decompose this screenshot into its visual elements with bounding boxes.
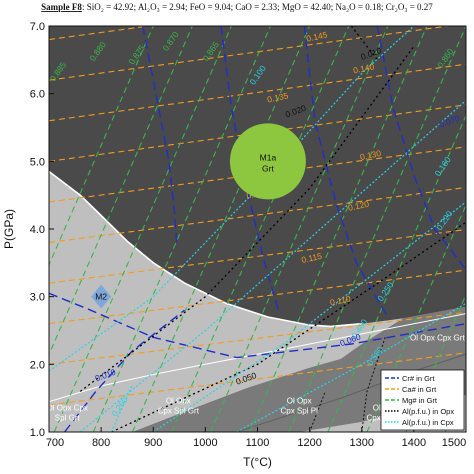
y-tick-label: 4.0 [30,224,45,236]
ca-grt-isopleth [49,311,466,365]
field-label-line: Ol Opx Cpx Grt [410,334,465,343]
x-tick-label: 900 [144,437,162,449]
mg-grt-isopleth [53,26,232,432]
mg-grt-isopleth [49,26,193,356]
al-opx-isopleth [111,221,466,432]
x-tick-label: 800 [92,437,110,449]
al-opx-isopleth [79,45,415,392]
mg-grt-isopleth [210,26,389,432]
ca-grt-isopleth [49,186,466,244]
cr-grt-isopleth [376,26,466,271]
field-label: Ol Opx Cpx Spl Grt [158,397,200,416]
field-label: Ol Opx Cpx Grt [410,334,465,343]
ca-grt-isopleth-label: 0.110 [329,293,352,307]
x-tick-label: 1200 [297,437,321,449]
ca-grt-isopleth [49,26,153,41]
legend-label: Al(p.f.u.) in Cpx [402,418,454,427]
ca-grt-isopleth [49,269,466,325]
sample-label-line: M1a [260,152,277,162]
field-label-line: Cpx Spl Pl [281,407,319,416]
spinel-garnet-boundary [49,170,362,328]
mg-grt-isopleth [288,26,466,432]
y-tick-label: 5.0 [30,156,45,168]
field-label-line: Spl Grt [55,413,81,422]
ca-grt-isopleth-label: 0.115 [300,251,323,265]
field-label-line: Ol Opx [166,397,191,406]
cr-grt-isopleth [49,292,466,359]
field-label-line: Cpx Spl Grt [158,407,200,416]
cr-grt-isopleth [220,26,280,311]
white-boundary-low [49,313,466,403]
y-tick-label: 3.0 [30,292,45,304]
field-label-line: Ol Opx [287,397,312,406]
legend-label: Mg# in Grt [402,396,438,405]
x-axis-title: T(°C) [243,455,272,469]
ca-grt-isopleth [49,352,466,406]
field-boundary-line [236,353,466,432]
x-tick-label: 700 [46,437,64,449]
sample-label: M1a Grt [260,152,277,173]
y-tick-label: 6.0 [30,89,45,101]
al-cpx-isopleth [79,99,466,432]
ca-grt-isopleth-label: 0.140 [352,61,375,75]
x-tick-label: 1400 [402,437,426,449]
al-cpx-isopleth [110,384,133,432]
sample-label: M2 [95,292,107,302]
al-opx-isopleth [361,337,386,432]
sample-m2-marker [91,284,112,309]
ca-grt-isopleth-label: 0.130 [359,148,382,162]
al-cpx-isopleth [49,26,415,372]
x-tick-label: 1500 [442,437,466,449]
field-label-line: Ol Opx Cpx [47,403,88,412]
sample-header: Sample F8: SiO₂ = 42.92; Al₂O₃ = 2.94; F… [41,2,433,12]
mg-grt-isopleth [131,26,311,432]
x-tick-label: 1300 [350,437,374,449]
x-tick-label: 1100 [246,437,270,449]
ca-grt-isopleth-label: 0.135 [266,90,289,104]
mg-grt-isopleth [249,26,428,432]
mg-grt-isopleth [92,26,272,432]
al-opx-isopleth [350,26,378,61]
legend-label: Al(p.f.u.) in Opx [402,407,454,416]
y-tick-label: 1.0 [30,427,45,439]
ca-grt-isopleth [49,63,466,122]
cr-grt-isopleth [64,309,185,432]
sample-label-line: Grt [262,163,274,173]
legend-label: Cr# in Grt [402,374,435,383]
sample-composition: SiO₂ = 42.92; Al₂O₃ = 2.94; FeO = 9.04; … [87,2,434,12]
sample-m1a-marker [229,123,306,200]
y-tick-label: 2.0 [30,359,45,371]
y-tick-label: 7.0 [30,21,45,33]
cr-grt-isopleth [303,26,389,318]
field-label: Ol Opx Cpx Spl Grt [47,403,88,422]
sample-name: Sample F8 [41,2,82,12]
x-tick-label: 1000 [193,437,217,449]
mg-grt-isopleth [327,114,466,432]
mg-grt-isopleth [405,293,466,432]
ca-grt-isopleth-label: 0.120 [347,199,370,213]
ca-grt-isopleth [49,228,466,284]
sample-label-line: M2 [95,292,107,302]
y-axis-title: P(GPa) [2,209,16,249]
ca-grt-isopleth [49,26,453,81]
mg-grt-isopleth [170,26,350,432]
al-opx-isopleth [309,391,326,432]
mg-grt-isopleth [49,26,154,267]
ca-grt-isopleth-label: 0.145 [305,29,328,43]
cr-grt-isopleth [142,26,178,243]
legend-label: Ca# in Grt [402,385,437,394]
plot-area [49,26,466,432]
